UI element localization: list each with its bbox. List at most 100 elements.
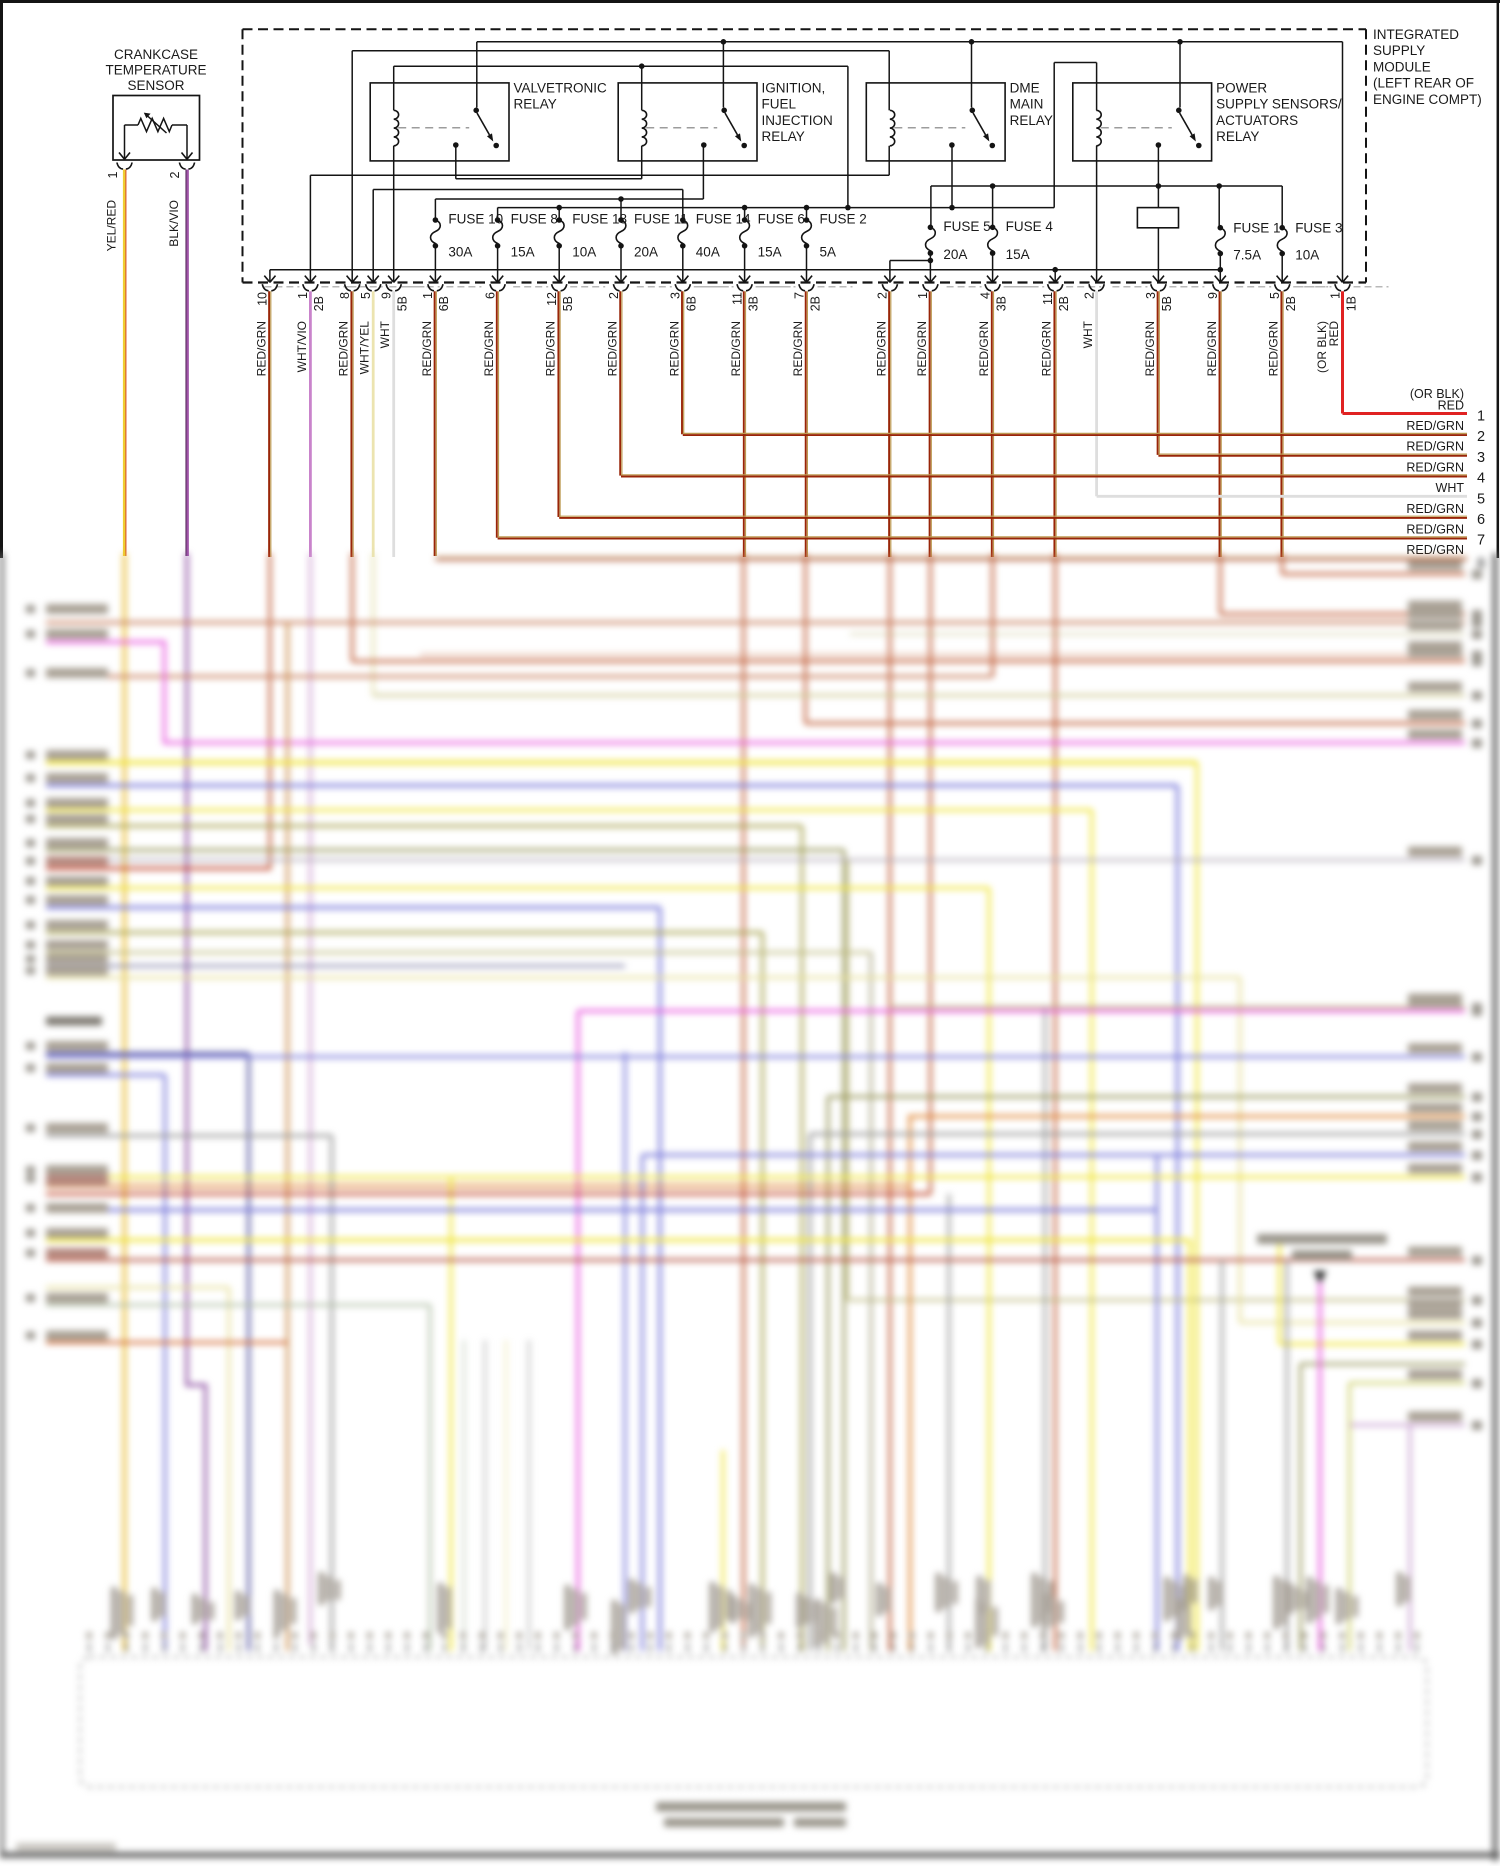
- svg-text:3: 3: [1477, 450, 1485, 466]
- svg-text:WHT: WHT: [378, 320, 392, 348]
- svg-text:RED/GRN: RED/GRN: [1406, 523, 1464, 537]
- svg-text:FUSE 10: FUSE 10: [448, 212, 503, 227]
- svg-text:RED/GRN: RED/GRN: [337, 321, 351, 376]
- svg-text:5B: 5B: [396, 296, 410, 311]
- svg-text:5: 5: [1268, 292, 1282, 299]
- svg-text:3B: 3B: [994, 296, 1008, 311]
- svg-text:6B: 6B: [437, 296, 451, 311]
- svg-text:20A: 20A: [634, 245, 658, 260]
- svg-text:RED/GRN: RED/GRN: [482, 321, 496, 376]
- svg-text:FUSE 2: FUSE 2: [820, 212, 867, 227]
- svg-text:FUSE 11: FUSE 11: [634, 212, 688, 227]
- svg-text:2: 2: [607, 292, 621, 299]
- svg-text:WHT/VIO: WHT/VIO: [295, 321, 309, 372]
- svg-text:RED/GRN: RED/GRN: [667, 321, 681, 376]
- svg-text:(OR BLK): (OR BLK): [1315, 321, 1329, 373]
- svg-text:3: 3: [669, 292, 683, 299]
- svg-text:FUSE 6: FUSE 6: [758, 212, 805, 227]
- svg-text:1: 1: [421, 292, 435, 299]
- svg-text:6: 6: [483, 292, 497, 299]
- svg-text:RED/GRN: RED/GRN: [915, 321, 929, 376]
- svg-text:9: 9: [380, 292, 394, 299]
- svg-text:(LEFT REAR OF: (LEFT REAR OF: [1373, 76, 1474, 91]
- svg-text:11: 11: [1041, 292, 1055, 305]
- svg-text:FUSE 1: FUSE 1: [1233, 221, 1280, 236]
- svg-text:RED/GRN: RED/GRN: [1205, 321, 1219, 376]
- svg-text:RED/GRN: RED/GRN: [254, 321, 268, 376]
- svg-text:2B: 2B: [1057, 296, 1071, 311]
- svg-text:IGNITION,: IGNITION,: [762, 81, 826, 96]
- svg-text:1: 1: [1477, 409, 1485, 425]
- svg-text:RED/GRN: RED/GRN: [1143, 321, 1157, 376]
- svg-text:15A: 15A: [1006, 247, 1030, 262]
- svg-text:10: 10: [256, 292, 270, 306]
- svg-text:3: 3: [1144, 292, 1158, 299]
- svg-text:YEL/RED: YEL/RED: [105, 200, 119, 252]
- svg-text:2B: 2B: [808, 296, 822, 311]
- svg-text:FUSE 18: FUSE 18: [572, 212, 627, 227]
- svg-text:RED/GRN: RED/GRN: [1267, 321, 1281, 376]
- svg-text:1: 1: [1328, 292, 1342, 299]
- svg-text:2: 2: [876, 292, 890, 299]
- svg-text:7: 7: [1477, 533, 1485, 549]
- svg-text:10A: 10A: [572, 245, 596, 260]
- svg-text:RELAY: RELAY: [1216, 129, 1259, 144]
- svg-text:5: 5: [359, 292, 373, 299]
- svg-text:MODULE: MODULE: [1373, 59, 1431, 74]
- svg-text:7: 7: [792, 292, 806, 299]
- svg-text:FUEL: FUEL: [762, 97, 797, 112]
- svg-text:CRANKCASE: CRANKCASE: [114, 47, 198, 62]
- svg-text:RED/GRN: RED/GRN: [1406, 543, 1464, 557]
- svg-text:3B: 3B: [746, 296, 760, 311]
- svg-text:8: 8: [1477, 556, 1485, 572]
- svg-text:RED/GRN: RED/GRN: [729, 321, 743, 376]
- svg-text:2: 2: [168, 171, 182, 178]
- svg-text:FUSE 4: FUSE 4: [1006, 219, 1054, 234]
- svg-text:RED/GRN: RED/GRN: [1406, 419, 1464, 433]
- svg-text:10A: 10A: [1295, 248, 1319, 263]
- svg-text:WHT/YEL: WHT/YEL: [358, 321, 372, 375]
- svg-text:ENGINE COMPT): ENGINE COMPT): [1373, 92, 1482, 107]
- svg-text:RELAY: RELAY: [514, 97, 557, 112]
- svg-text:2B: 2B: [1284, 296, 1298, 311]
- svg-text:1: 1: [916, 292, 930, 299]
- svg-text:ACTUATORS: ACTUATORS: [1216, 113, 1298, 128]
- svg-text:TEMPERATURE: TEMPERATURE: [105, 63, 206, 78]
- svg-text:SUPPLY SENSORS/: SUPPLY SENSORS/: [1216, 97, 1342, 112]
- svg-text:RED/GRN: RED/GRN: [606, 321, 620, 376]
- svg-text:2B: 2B: [312, 296, 326, 311]
- svg-text:MAIN: MAIN: [1010, 97, 1044, 112]
- svg-text:RELAY: RELAY: [1010, 113, 1053, 128]
- svg-text:5A: 5A: [820, 245, 837, 260]
- svg-text:FUSE 3: FUSE 3: [1295, 221, 1342, 236]
- svg-text:RED/GRN: RED/GRN: [544, 321, 558, 376]
- svg-text:WHT: WHT: [1081, 320, 1095, 348]
- svg-text:RED/GRN: RED/GRN: [1406, 440, 1464, 454]
- svg-text:6B: 6B: [685, 296, 699, 311]
- svg-text:20A: 20A: [943, 247, 967, 262]
- svg-text:5B: 5B: [561, 296, 575, 311]
- svg-text:FUSE 5: FUSE 5: [943, 219, 990, 234]
- svg-text:9: 9: [1206, 292, 1220, 299]
- svg-text:SUPPLY: SUPPLY: [1373, 43, 1425, 58]
- svg-text:RED/GRN: RED/GRN: [1040, 321, 1054, 376]
- svg-text:5: 5: [1477, 491, 1485, 507]
- svg-text:POWER: POWER: [1216, 81, 1267, 96]
- svg-text:1: 1: [296, 292, 310, 299]
- svg-text:1B: 1B: [1344, 296, 1358, 311]
- svg-text:RED/GRN: RED/GRN: [420, 321, 434, 376]
- svg-text:INJECTION: INJECTION: [762, 113, 833, 128]
- svg-text:5B: 5B: [1160, 296, 1174, 311]
- svg-text:RELAY: RELAY: [762, 129, 805, 144]
- svg-text:INTEGRATED: INTEGRATED: [1373, 27, 1459, 42]
- svg-text:40A: 40A: [696, 245, 720, 260]
- svg-text:DME: DME: [1010, 81, 1040, 96]
- svg-text:12: 12: [545, 292, 559, 306]
- svg-text:RED/GRN: RED/GRN: [1406, 502, 1464, 516]
- svg-text:BLK/VIO: BLK/VIO: [167, 200, 181, 247]
- svg-text:RED/GRN: RED/GRN: [1406, 460, 1464, 474]
- svg-text:4: 4: [1477, 471, 1485, 487]
- svg-text:VALVETRONIC: VALVETRONIC: [514, 81, 608, 96]
- svg-text:SENSOR: SENSOR: [127, 78, 184, 93]
- svg-text:FUSE 14: FUSE 14: [696, 212, 751, 227]
